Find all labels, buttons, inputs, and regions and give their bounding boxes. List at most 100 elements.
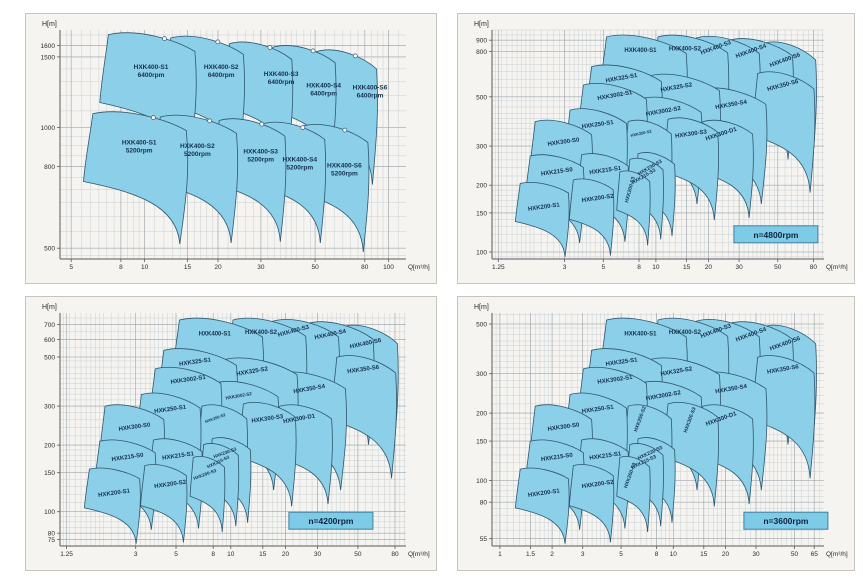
svg-text:HXK300-S3: HXK300-S3 [251, 414, 284, 424]
svg-text:1500: 1500 [41, 54, 56, 61]
svg-text:80: 80 [810, 264, 818, 271]
svg-text:300: 300 [44, 404, 55, 411]
svg-text:150: 150 [476, 439, 487, 446]
svg-text:HXK400-S4: HXK400-S4 [306, 82, 341, 89]
svg-text:n=4200rpm: n=4200rpm [308, 516, 354, 526]
svg-text:10: 10 [227, 551, 235, 558]
svg-text:800: 800 [476, 49, 487, 56]
chart-panel-4200rpm: 1.25 3 5 8 10 15 20 30 50 80 700 600 500 300 200 150 100… [25, 296, 437, 571]
svg-text:8: 8 [119, 264, 123, 271]
svg-text:15: 15 [184, 264, 192, 271]
svg-text:HXK215-S1: HXK215-S1 [589, 451, 622, 461]
svg-text:5: 5 [174, 551, 178, 558]
svg-text:3: 3 [563, 264, 567, 271]
svg-text:HXK325-S1: HXK325-S1 [605, 73, 638, 85]
svg-text:80: 80 [361, 264, 369, 271]
svg-text:HXK350-S4: HXK350-S4 [715, 99, 748, 111]
svg-text:5200rpm: 5200rpm [247, 157, 274, 164]
svg-text:HXK200-S2: HXK200-S2 [154, 480, 187, 490]
svg-text:5200rpm: 5200rpm [331, 170, 358, 177]
svg-text:15: 15 [683, 264, 691, 271]
svg-text:HXK300-S0: HXK300-S0 [547, 137, 580, 147]
svg-text:HXK350-S6: HXK350-S6 [767, 364, 800, 376]
svg-text:8: 8 [637, 264, 641, 271]
svg-text:Q[m³/h]: Q[m³/h] [826, 264, 848, 271]
svg-text:100: 100 [476, 478, 487, 485]
svg-text:5: 5 [69, 264, 73, 271]
svg-text:15: 15 [259, 551, 267, 558]
svg-text:30: 30 [735, 264, 743, 271]
svg-text:HXK250-S1: HXK250-S1 [581, 120, 614, 130]
svg-text:HXK300-S0: HXK300-S0 [547, 422, 580, 432]
svg-text:3: 3 [134, 551, 138, 558]
svg-text:80: 80 [48, 531, 56, 538]
svg-text:1600: 1600 [41, 43, 56, 50]
svg-text:HXK215-S0: HXK215-S0 [111, 453, 144, 463]
svg-text:20: 20 [282, 551, 290, 558]
svg-text:HXK400-S2: HXK400-S2 [245, 330, 278, 336]
svg-text:6400rpm: 6400rpm [310, 90, 337, 97]
svg-text:150: 150 [44, 470, 55, 477]
svg-text:20: 20 [722, 551, 730, 558]
svg-text:5200rpm: 5200rpm [286, 165, 313, 172]
svg-text:HXK400-S2: HXK400-S2 [669, 330, 702, 336]
svg-text:HXK215-S0: HXK215-S0 [541, 167, 574, 177]
svg-text:50: 50 [354, 551, 362, 558]
svg-text:1.25: 1.25 [492, 264, 505, 271]
svg-text:HXK250-S2: HXK250-S2 [630, 128, 653, 137]
pump-chart-svg: 5 8 10 15 20 30 50 80 100 1600 1500 1000 800 500 H[m] Q… [41, 21, 430, 271]
svg-text:500: 500 [476, 322, 487, 329]
svg-text:HXK200-S2: HXK200-S2 [581, 480, 614, 490]
svg-text:1.25: 1.25 [60, 551, 73, 558]
svg-text:50: 50 [774, 264, 782, 271]
svg-text:500: 500 [44, 355, 55, 362]
svg-text:HXK325-S2: HXK325-S2 [660, 366, 693, 378]
svg-text:HXK325-S2: HXK325-S2 [660, 82, 693, 94]
svg-text:H[m]: H[m] [42, 21, 57, 28]
svg-text:HXK350-S4: HXK350-S4 [293, 384, 326, 396]
svg-text:HXK200-S1: HXK200-S1 [528, 202, 561, 212]
svg-text:HXK200-S1: HXK200-S1 [528, 488, 561, 498]
svg-text:200: 200 [44, 443, 55, 450]
svg-text:HXK325-S2: HXK325-S2 [236, 366, 269, 378]
svg-text:500: 500 [44, 246, 55, 253]
svg-text:5: 5 [619, 551, 623, 558]
svg-text:80: 80 [480, 500, 488, 507]
svg-text:6400rpm: 6400rpm [208, 72, 235, 79]
pump-chart-svg: 1.25 3 5 8 10 15 20 30 50 80 700 600 500 300 200 150 100… [42, 304, 430, 558]
svg-text:30: 30 [314, 551, 322, 558]
svg-text:H[m]: H[m] [42, 304, 57, 311]
svg-text:5200rpm: 5200rpm [126, 148, 153, 155]
svg-text:HXK400-S1: HXK400-S1 [624, 332, 657, 338]
svg-text:3: 3 [581, 551, 585, 558]
svg-text:1: 1 [498, 551, 502, 558]
svg-text:30: 30 [257, 264, 265, 271]
svg-text:HXK400-S4: HXK400-S4 [282, 157, 317, 164]
svg-text:HXK250-S1: HXK250-S1 [581, 405, 614, 415]
svg-text:HXK400-S6: HXK400-S6 [353, 85, 388, 92]
svg-text:HXK200-S1: HXK200-S1 [98, 488, 131, 498]
svg-text:200: 200 [476, 411, 487, 418]
svg-text:HXK400-S1: HXK400-S1 [122, 140, 157, 147]
svg-text:HXK300-S3: HXK300-S3 [675, 129, 708, 139]
svg-text:300: 300 [476, 144, 487, 151]
svg-text:Q[m³/h]: Q[m³/h] [408, 551, 430, 558]
svg-text:HXK3002-S2: HXK3002-S2 [225, 391, 252, 401]
svg-text:HXK350-S6: HXK350-S6 [347, 365, 380, 375]
svg-text:HXK200-S2: HXK200-S2 [581, 194, 614, 204]
svg-text:10: 10 [141, 264, 149, 271]
svg-text:200: 200 [476, 183, 487, 190]
pump-chart-svg: 1.25 3 5 8 10 15 20 30 50 80 900 800 500 300 200 150 100… [474, 21, 848, 271]
svg-text:75: 75 [48, 537, 56, 544]
chart-panel-4800rpm: 1.25 3 5 8 10 15 20 30 50 80 900 800 500 300 200 150 100… [457, 13, 855, 284]
svg-text:HXK350-S4: HXK350-S4 [715, 384, 748, 396]
svg-text:HXK400-S1: HXK400-S1 [624, 48, 657, 54]
svg-text:HXK325-S1: HXK325-S1 [605, 357, 638, 367]
svg-text:HXK400-S2: HXK400-S2 [669, 47, 702, 53]
svg-text:H[m]: H[m] [474, 21, 489, 28]
svg-text:HXK215-S1: HXK215-S1 [589, 166, 622, 176]
svg-text:HXK325-S1: HXK325-S1 [179, 357, 212, 367]
svg-text:HXK300-S0: HXK300-S0 [118, 422, 151, 432]
pump-chart-svg: 1 1.5 2 3 5 8 10 15 20 30 50 65 500 300 200 150 100 80 55 H… [474, 304, 848, 558]
